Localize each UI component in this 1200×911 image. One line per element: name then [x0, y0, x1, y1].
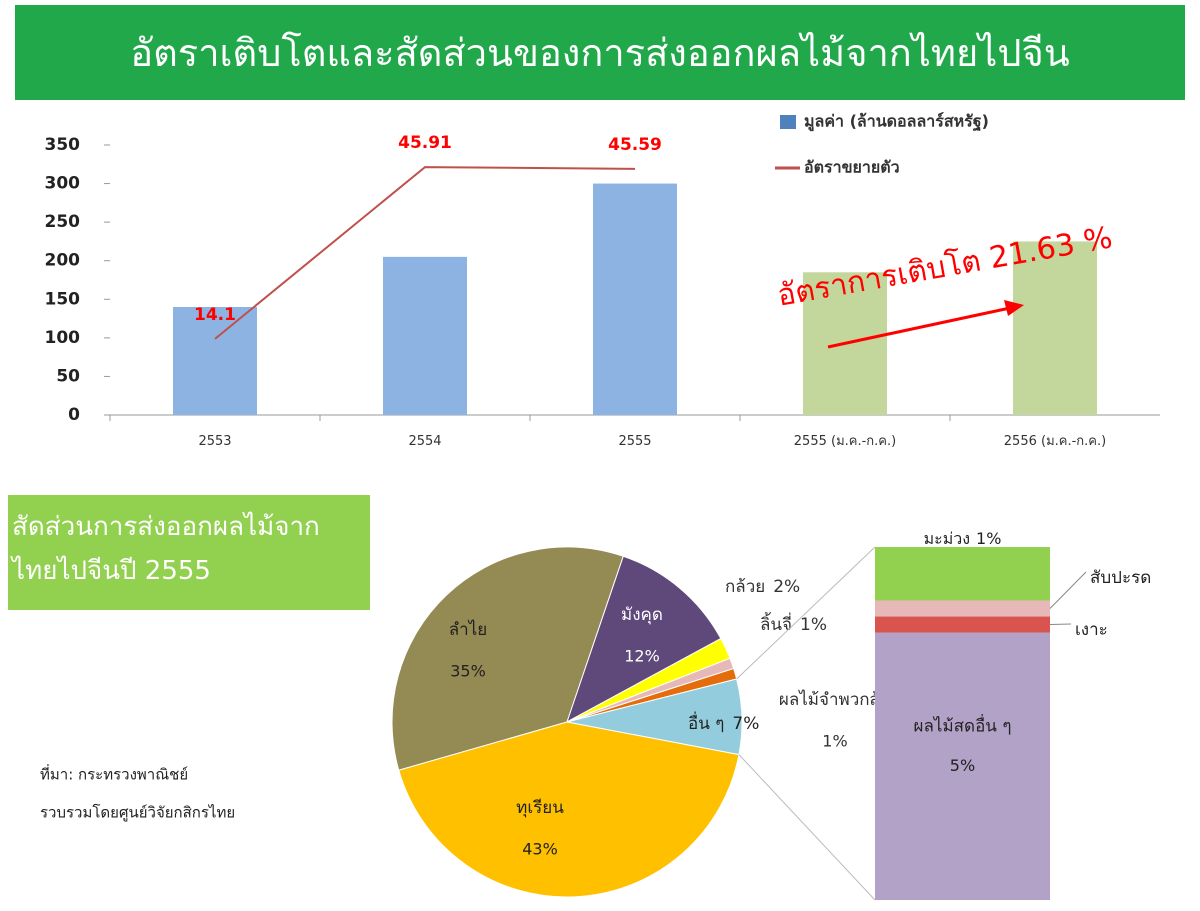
- y-tick-label: 250: [45, 212, 81, 232]
- pie-value-label: 1%: [800, 615, 827, 635]
- header-banner: [15, 5, 1185, 100]
- segment-label: มะม่วง: [924, 529, 970, 548]
- pie-value-label: 1%: [822, 732, 847, 751]
- y-tick-label: 300: [45, 174, 81, 194]
- data-label: 45.91: [398, 133, 452, 153]
- segment-label: ผลไม้สดอื่น ๆ: [914, 713, 1012, 736]
- source-note: ที่มา: กระทรวงพาณิชย์: [40, 764, 188, 784]
- stack-segment: [875, 616, 1050, 633]
- line: [214, 166, 636, 340]
- stack-segment: [875, 547, 1050, 601]
- stack-segment: [875, 600, 1050, 617]
- pie-label: ลำไย: [449, 619, 487, 640]
- pie-label: มังคุด: [621, 605, 663, 625]
- segment-label: สับปะรด: [1090, 568, 1151, 588]
- pie-value-label: 2%: [773, 577, 800, 597]
- y-tick-label: 150: [45, 289, 81, 309]
- segment-value-label: 1%: [976, 529, 1001, 548]
- leader-line: [1049, 571, 1087, 609]
- pie-label-group: ลิ้นจี่ 1%: [760, 612, 827, 635]
- connector: [738, 754, 876, 901]
- stack-segment: [875, 632, 1050, 900]
- pie-slice: [398, 721, 740, 898]
- connector: [736, 546, 876, 680]
- pie-value-label: 7%: [732, 714, 759, 734]
- data-label: 14.1: [194, 305, 236, 325]
- y-tick-label: 100: [45, 328, 81, 348]
- y-tick-label: 350: [45, 135, 81, 155]
- pie-slice: [566, 555, 722, 724]
- pie-label: ทุเรียน: [516, 798, 564, 818]
- segment-label-group: มะม่วง 1%: [924, 529, 1002, 548]
- y-tick-label: 50: [56, 366, 80, 386]
- pie-label: อื่น ๆ: [688, 711, 724, 734]
- bar: [1013, 241, 1097, 415]
- pie-label: ลิ้นจี่: [760, 612, 792, 635]
- pie-value-label: 35%: [450, 662, 486, 681]
- pie-title-box: [8, 495, 370, 610]
- pie-label: ผลไม้จำพวกส้ม: [779, 689, 891, 710]
- y-tick-label: 0: [68, 405, 80, 425]
- data-label: 45.59: [608, 135, 662, 155]
- legend-swatch: [780, 115, 796, 129]
- leader-line: [1049, 623, 1072, 626]
- bar: [593, 183, 677, 415]
- pie-label: กล้วย: [725, 577, 765, 597]
- pie-label-group: อื่น ๆ 7%: [688, 711, 759, 734]
- y-tick-label: 200: [45, 251, 81, 271]
- pie-value-label: 43%: [522, 840, 558, 859]
- legend-label: อัตราขยายตัว: [804, 158, 900, 177]
- legend-label: มูลค่า (ล้านดอลลาร์สหรัฐ): [804, 112, 989, 133]
- source-note: รวบรวมโดยศูนย์วิจัยกสิกรไทย: [40, 804, 235, 822]
- annotation-arrowhead: [1004, 300, 1024, 316]
- pie-value-label: 12%: [624, 647, 660, 666]
- annotation-arrow: [827, 306, 1011, 349]
- pie-label-group: กล้วย 2%: [725, 577, 800, 597]
- pie-slice: [391, 546, 624, 771]
- segment-value-label: 5%: [950, 756, 975, 775]
- bar: [173, 307, 257, 415]
- segment-label: เงาะ: [1075, 620, 1108, 640]
- bar: [383, 256, 467, 415]
